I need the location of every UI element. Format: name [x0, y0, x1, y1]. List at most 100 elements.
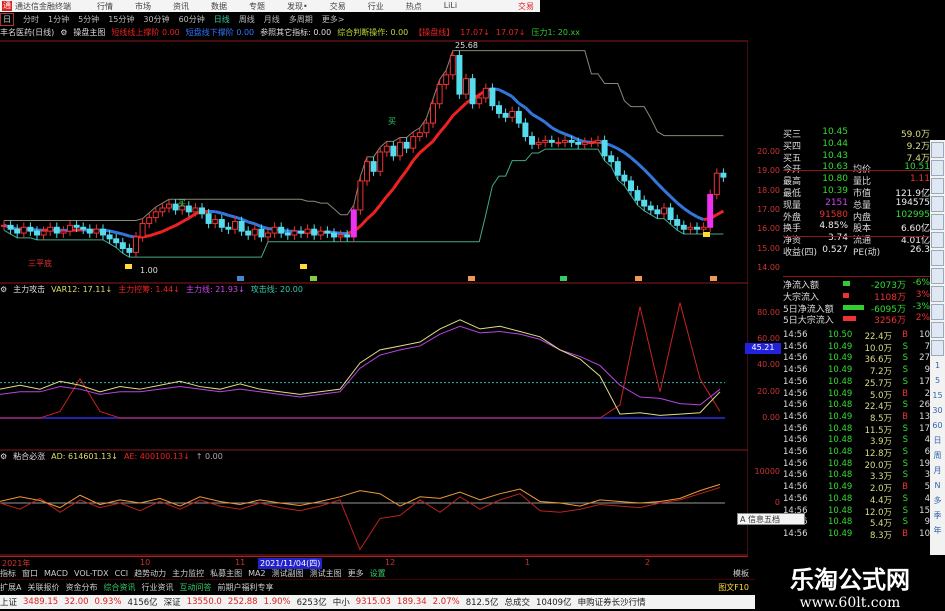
indicator-tab[interactable]: 设置 — [370, 568, 386, 579]
f10-icon[interactable] — [931, 196, 944, 212]
indicator-tabs: 指标窗口 MACD VOL-TDX CCI 趋势动力主力监控私募主图 MA2 测试副图测试主… — [0, 568, 755, 580]
gear-icon[interactable]: ⚙ — [0, 452, 7, 461]
candle-body — [556, 142, 561, 143]
toolbar-period-button[interactable]: 月 — [930, 463, 945, 478]
buy-signal-label: 买 — [178, 199, 186, 208]
candle-body — [213, 220, 218, 224]
layout-icon[interactable] — [931, 250, 944, 266]
indicator-tab[interactable]: VOL-TDX — [74, 569, 109, 578]
price-axis-label: 17.00 — [746, 205, 780, 214]
toolbar-period-button[interactable]: 年 — [930, 523, 945, 538]
candle — [695, 222, 700, 234]
ma-line-segment — [360, 219, 367, 226]
info-tab[interactable]: 互动问答 — [179, 582, 211, 593]
tick-time: 14:56 — [783, 412, 808, 422]
toolbar-period-button[interactable]: 周 — [930, 448, 945, 463]
ma-line-segment — [677, 203, 684, 208]
news-icon[interactable] — [931, 178, 944, 194]
status-item: 申购证券长沙行情 — [578, 596, 646, 608]
candle-body — [351, 210, 356, 237]
candle — [41, 226, 46, 240]
candle — [54, 222, 59, 237]
template-button[interactable]: 模板 — [733, 568, 749, 579]
candle-body — [444, 75, 449, 85]
toolbar-period-button[interactable]: 15 — [930, 388, 945, 403]
info-tab[interactable]: 综合资讯 — [103, 582, 135, 593]
info-tab[interactable]: 资金分布 — [65, 582, 97, 593]
candle-body — [530, 137, 535, 145]
candle-body — [688, 227, 693, 229]
toolbar-period-button[interactable]: 季 — [930, 508, 945, 523]
candle-body — [681, 225, 686, 229]
candle-body — [602, 140, 607, 155]
price-axis-label: 16.00 — [746, 224, 780, 233]
tick-time: 14:56 — [783, 377, 808, 387]
fund-flow-pct: -6% — [912, 278, 930, 288]
tick-price: 10.48 — [828, 506, 852, 516]
indicator-tab[interactable]: MA2 — [248, 569, 265, 578]
indicator-tab[interactable]: 指标 — [0, 568, 16, 579]
candle — [662, 203, 667, 218]
candle — [398, 138, 403, 161]
chart-icon[interactable] — [931, 160, 944, 176]
candle — [365, 157, 370, 186]
indicator-tab[interactable]: 窗口 — [22, 568, 38, 579]
indicator-tab[interactable]: 趋势动力 — [134, 568, 166, 579]
indicator-tab[interactable]: CCI — [115, 569, 129, 578]
indicator-tab[interactable]: 测试主图 — [310, 568, 342, 579]
toolbar-period-button[interactable]: N — [930, 478, 945, 493]
person-icon[interactable] — [931, 286, 944, 302]
candle-body — [272, 227, 277, 233]
clock-icon[interactable] — [931, 232, 944, 248]
candle-body — [41, 231, 46, 235]
divider — [783, 170, 930, 171]
toolbar-period-button[interactable]: 1 — [930, 358, 945, 373]
candle-body — [378, 152, 383, 171]
info-tab[interactable]: 关联报价 — [27, 582, 59, 593]
toolbar-period-button[interactable]: 30 — [930, 403, 945, 418]
quote-icon[interactable] — [931, 142, 944, 158]
candle-body — [358, 181, 363, 210]
candle-body — [398, 142, 403, 156]
ma-line-segment — [453, 110, 460, 116]
info-widget[interactable]: A 信息五档 — [737, 513, 805, 525]
toolbar-period-button[interactable]: 60 — [930, 418, 945, 433]
indicator-tab[interactable]: 测试副图 — [272, 568, 304, 579]
indicator-tab[interactable]: 更多 — [348, 568, 364, 579]
toolbar-period-button[interactable]: 多 — [930, 493, 945, 508]
move-icon[interactable] — [931, 304, 944, 320]
ma-line-segment — [387, 189, 394, 197]
pen-icon[interactable] — [931, 322, 944, 338]
tick-volume: 5.0万 — [870, 389, 892, 401]
candle-body — [318, 231, 323, 235]
candle — [378, 147, 383, 176]
ma-line-segment — [222, 213, 229, 215]
indicator-tab[interactable]: 主力监控 — [172, 568, 204, 579]
candle — [417, 128, 422, 142]
f10-button[interactable]: 图文F10 — [718, 582, 749, 593]
toolbar-period-button[interactable]: 5 — [930, 373, 945, 388]
candle — [714, 168, 719, 199]
ma-line-segment — [110, 231, 117, 233]
search-icon[interactable] — [931, 214, 944, 230]
candle — [391, 141, 396, 160]
indicator1-name[interactable]: 主力攻击 — [13, 284, 45, 295]
toolbar-period-button[interactable]: 日 — [930, 433, 945, 448]
info-tab[interactable]: 前期户福利专享 — [217, 582, 273, 593]
info-tab[interactable]: 行业资讯 — [141, 582, 173, 593]
indicator-tab[interactable]: 私募主图 — [210, 568, 242, 579]
status-item: 总成交 — [505, 596, 531, 608]
indicator2-name[interactable]: 粘合必涨 — [13, 451, 45, 462]
quote-value: 91580 — [819, 210, 848, 220]
indicator-tab[interactable]: MACD — [44, 569, 68, 578]
candle-body — [120, 243, 125, 249]
gear-icon[interactable]: ⚙ — [0, 285, 7, 294]
rsi-icon[interactable] — [931, 268, 944, 284]
info-tab[interactable]: 扩展A — [0, 582, 21, 593]
watermark: 乐淘公式网 www.60lt.com — [755, 558, 945, 609]
window-icon[interactable] — [931, 340, 944, 356]
